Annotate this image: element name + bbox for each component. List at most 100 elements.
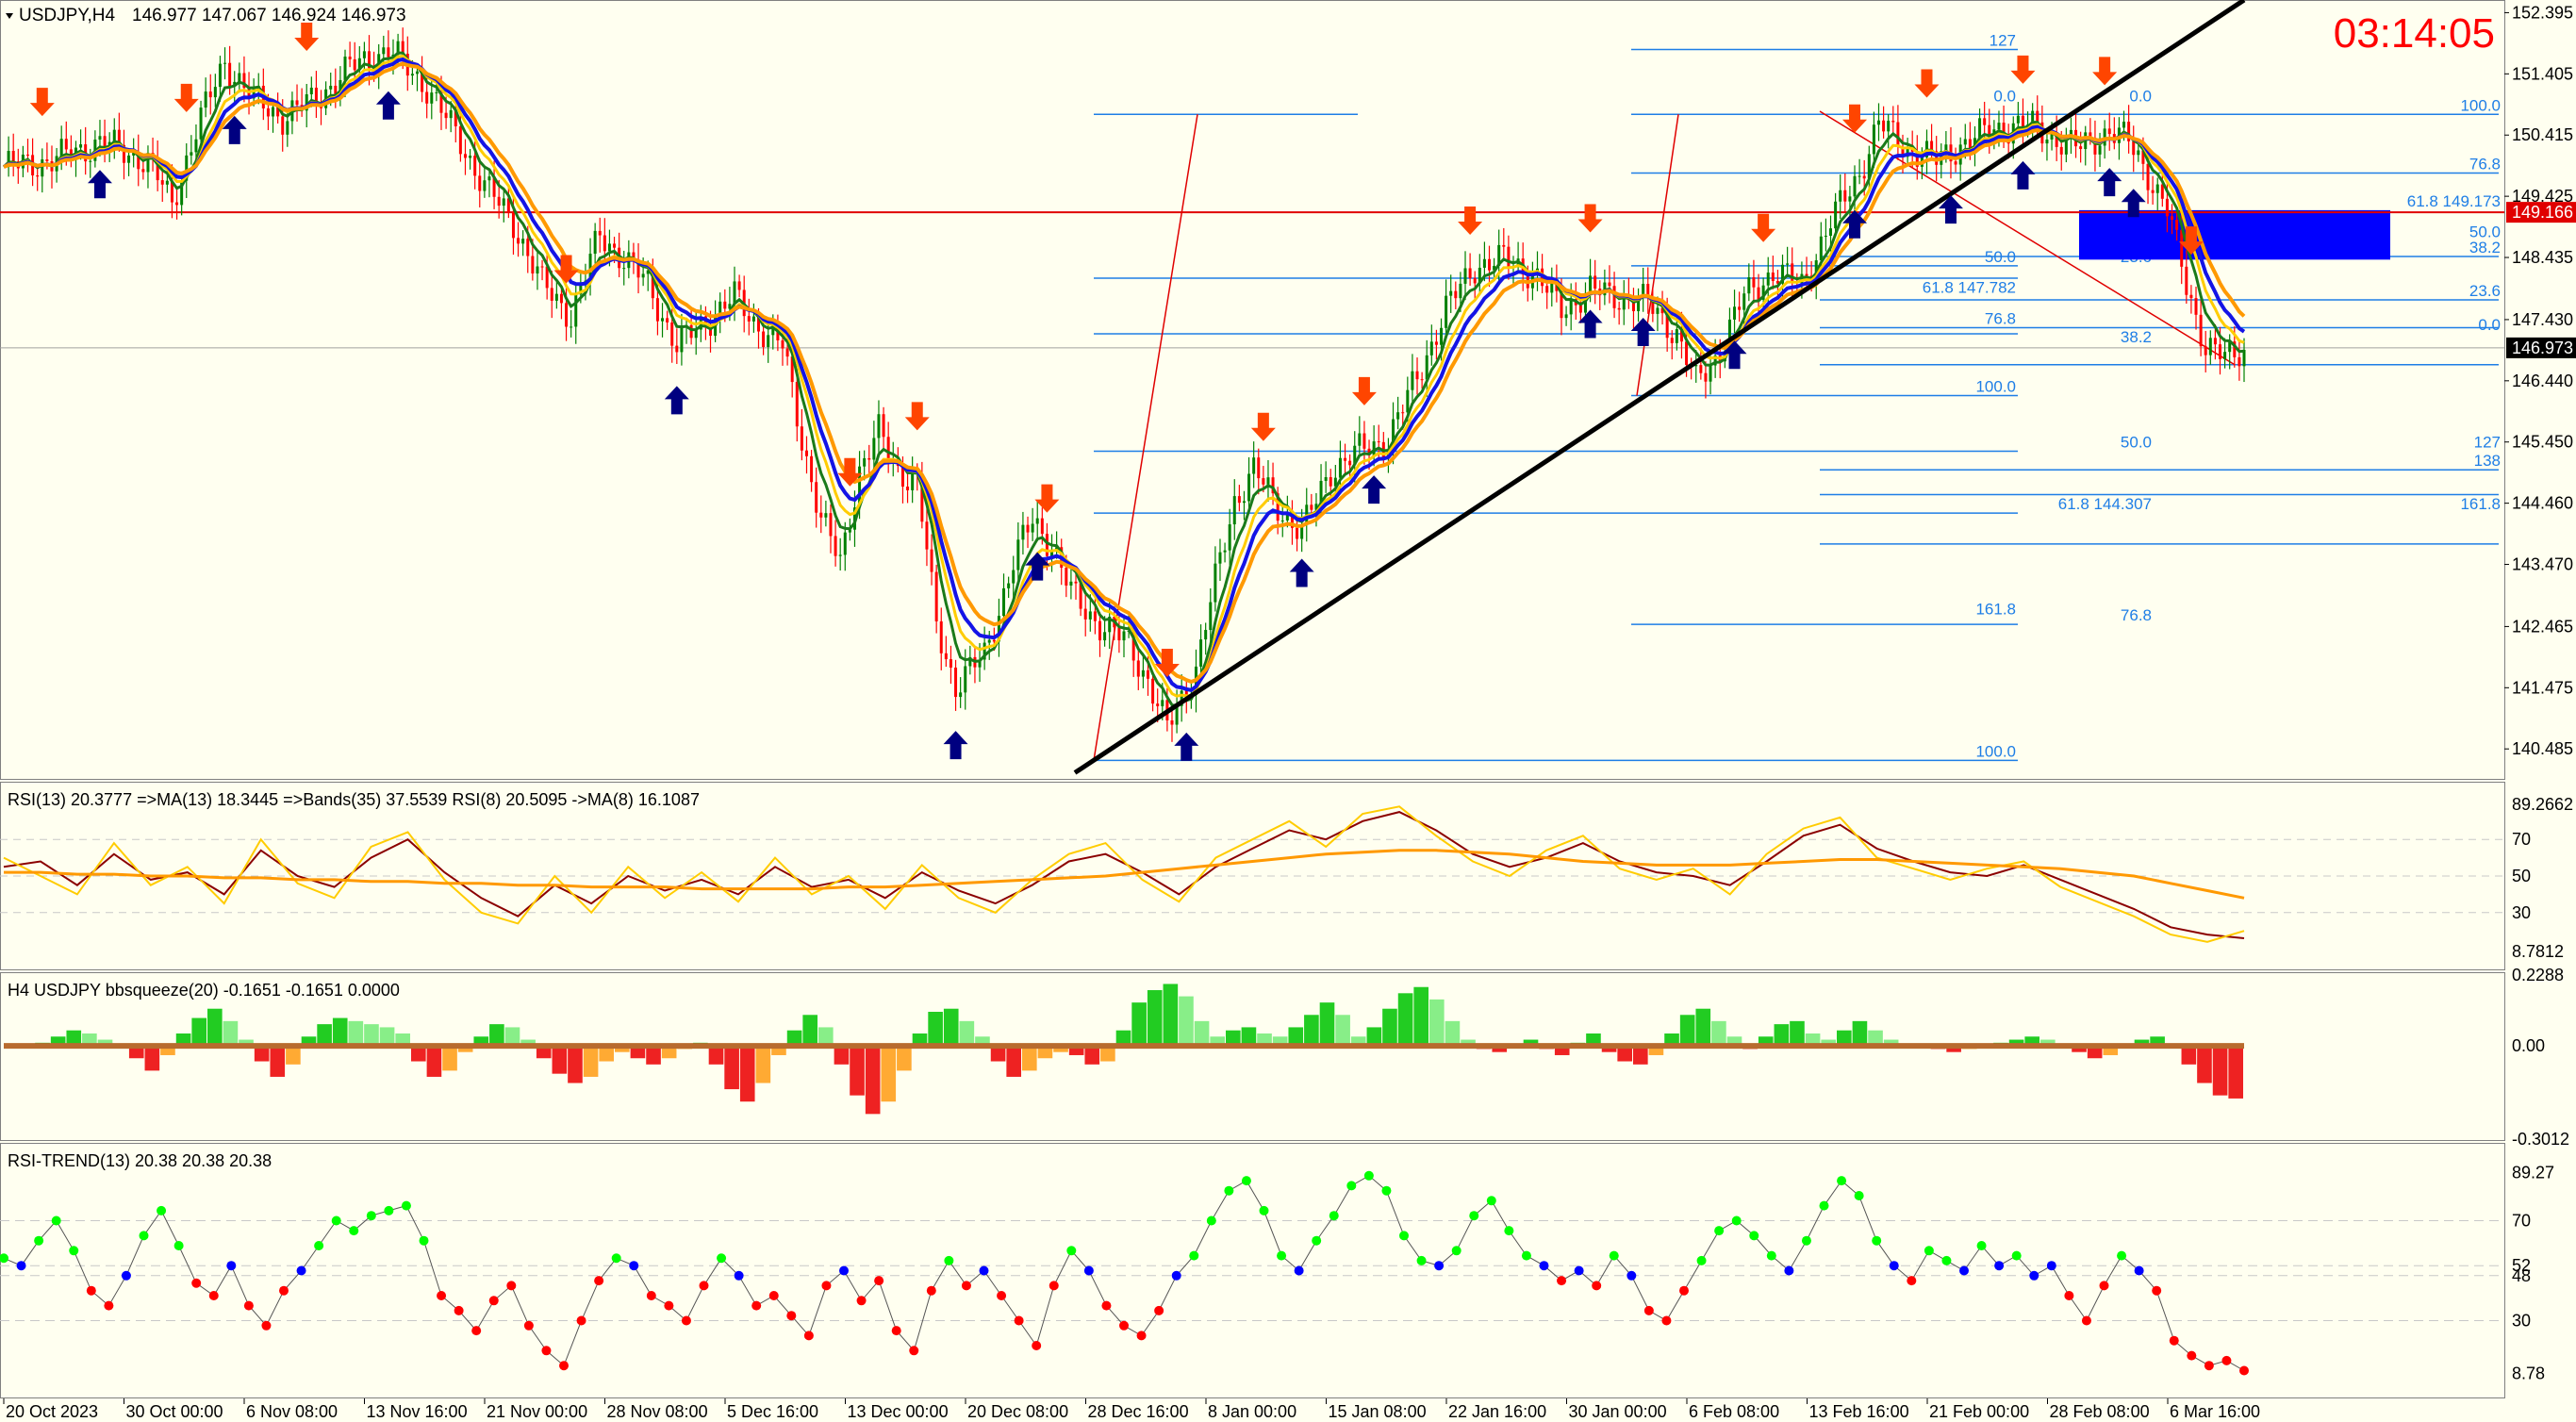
squeeze-bar[interactable] [881, 1046, 897, 1102]
candle-body[interactable] [238, 73, 241, 82]
candle-body[interactable] [1218, 552, 1222, 564]
squeeze-bar[interactable] [536, 1046, 552, 1059]
candle-body[interactable] [1026, 524, 1030, 533]
rsi-trend-dot[interactable] [681, 1315, 691, 1326]
squeeze-bar[interactable] [457, 1046, 473, 1052]
squeeze-bar[interactable] [1382, 1008, 1397, 1047]
candle-body[interactable] [1713, 355, 1717, 366]
candle-body[interactable] [1771, 273, 1775, 281]
candle-body[interactable] [867, 457, 871, 460]
candle-body[interactable] [944, 653, 948, 660]
squeeze-bar[interactable] [1774, 1024, 1790, 1047]
candle-body[interactable] [2223, 352, 2227, 359]
candle-body[interactable] [165, 180, 169, 185]
candle-body[interactable] [103, 136, 107, 150]
candle-body[interactable] [574, 294, 578, 327]
squeeze-bar[interactable] [708, 1046, 724, 1065]
squeeze-bar[interactable] [1179, 996, 1194, 1047]
candle-body[interactable] [2155, 184, 2159, 193]
candle-body[interactable] [1007, 583, 1011, 588]
candle-body[interactable] [579, 284, 583, 295]
rsi-trend-dot[interactable] [366, 1211, 376, 1221]
squeeze-bar[interactable] [128, 1046, 144, 1059]
candle-body[interactable] [1050, 551, 1054, 556]
candle-body[interactable] [2194, 298, 2198, 315]
squeeze-bar[interactable] [191, 1017, 206, 1047]
candle-body[interactable] [1161, 700, 1164, 706]
candle-body[interactable] [1896, 122, 1900, 147]
squeeze-bar[interactable] [1194, 1020, 1210, 1047]
candle-body[interactable] [98, 136, 102, 141]
squeeze-bar[interactable] [2024, 1036, 2039, 1047]
squeeze-bar[interactable] [1163, 984, 1179, 1047]
candle-body[interactable] [1377, 441, 1380, 443]
candle-body[interactable] [314, 87, 318, 106]
squeeze-bar[interactable] [1758, 1036, 1774, 1047]
candle-body[interactable] [2146, 163, 2150, 190]
squeeze-bar[interactable] [1397, 993, 1413, 1047]
rsi-series-line[interactable] [3, 811, 2245, 939]
candle-body[interactable] [1170, 719, 1174, 725]
candle-body[interactable] [886, 437, 890, 460]
candle-body[interactable] [1829, 228, 1833, 237]
candle-body[interactable] [2199, 314, 2203, 347]
squeeze-bar[interactable] [802, 1015, 817, 1047]
candle-body[interactable] [213, 87, 217, 98]
candle-body[interactable] [228, 62, 232, 87]
candle-body[interactable] [401, 41, 405, 54]
candle-body[interactable] [694, 329, 698, 339]
candle-body[interactable] [2021, 115, 2024, 127]
squeeze-bar[interactable] [1335, 1015, 1350, 1047]
rsi-trend-dot[interactable] [401, 1200, 411, 1211]
candle-body[interactable] [170, 180, 173, 203]
rsi-trend-dot[interactable] [559, 1361, 569, 1371]
rsi-trend-dot[interactable] [506, 1281, 517, 1291]
candle-body[interactable] [1670, 338, 1674, 343]
candle-body[interactable] [1290, 513, 1294, 528]
ma-orange-line[interactable] [3, 61, 2246, 685]
rsi-trend-dot[interactable] [1189, 1250, 1199, 1261]
rsi-trend-dot[interactable] [191, 1278, 202, 1288]
candle-body[interactable] [2093, 138, 2097, 155]
candle-body[interactable] [1839, 190, 1842, 202]
candle-body[interactable] [1891, 121, 1895, 123]
squeeze-bar[interactable] [615, 1046, 630, 1052]
candle-body[interactable] [1310, 504, 1313, 510]
buy-arrow-icon[interactable] [1025, 552, 1050, 581]
candle-body[interactable] [559, 293, 563, 304]
candle-body[interactable] [762, 331, 766, 348]
squeeze-bar[interactable] [1679, 1015, 1695, 1047]
candle-body[interactable] [1247, 473, 1251, 502]
candle-body[interactable] [469, 156, 472, 158]
rsi-trend-dot[interactable] [1801, 1235, 1811, 1246]
rsi-trend-dot[interactable] [1206, 1215, 1216, 1226]
rsi-trend-dot[interactable] [139, 1231, 149, 1241]
candle-body[interactable] [843, 532, 847, 555]
candle-body[interactable] [353, 58, 356, 71]
candle-body[interactable] [2185, 266, 2188, 295]
rsi-trend-dot[interactable] [1889, 1261, 1899, 1271]
candle-body[interactable] [1867, 154, 1871, 179]
candle-body[interactable] [550, 288, 553, 301]
candle-body[interactable] [2228, 341, 2232, 353]
rsi-trend-dot[interactable] [1504, 1226, 1514, 1236]
rsi-trend-dot[interactable] [1346, 1181, 1357, 1191]
candle-body[interactable] [117, 129, 121, 145]
candle-body[interactable] [1569, 299, 1573, 315]
candle-body[interactable] [439, 91, 443, 113]
candle-body[interactable] [1131, 631, 1135, 661]
rsi-trend-dot[interactable] [121, 1270, 131, 1281]
candle-body[interactable] [1502, 244, 1506, 247]
candle-body[interactable] [1069, 581, 1073, 586]
candle-body[interactable] [1367, 448, 1371, 455]
rsi-trend-dot[interactable] [1154, 1305, 1164, 1315]
candle-body[interactable] [819, 512, 823, 518]
rsi-trend-dot[interactable] [2029, 1270, 2039, 1281]
candle-body[interactable] [1843, 190, 1847, 202]
candle-body[interactable] [343, 57, 347, 80]
rsi-trend-dot[interactable] [1521, 1250, 1531, 1261]
candle-body[interactable] [223, 62, 227, 64]
rsi-trend-dot[interactable] [1941, 1255, 1952, 1265]
rsi-trend-dot[interactable] [1731, 1215, 1742, 1226]
candle-body[interactable] [1468, 268, 1472, 279]
